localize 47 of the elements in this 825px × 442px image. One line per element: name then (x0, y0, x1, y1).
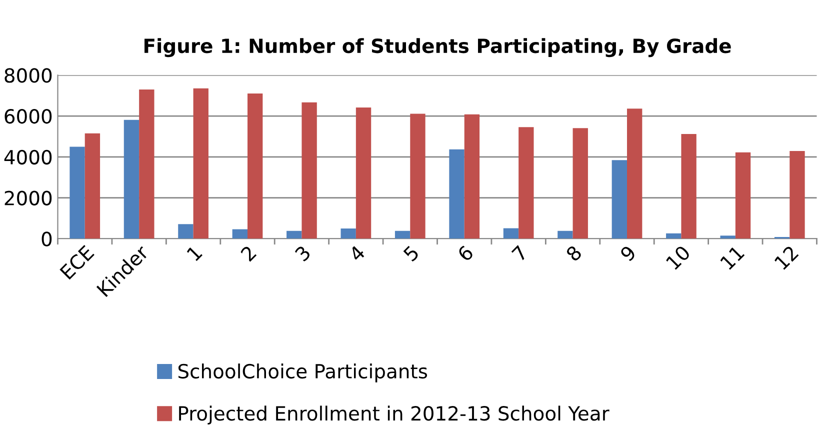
bar (735, 152, 751, 239)
y-tick-label: 4000 (4, 150, 52, 165)
bar (178, 224, 194, 239)
bar (627, 108, 642, 239)
chart-title: Figure 1: Number of Students Participating, By Grade (144, 38, 731, 58)
bar (612, 160, 627, 239)
bar (193, 88, 208, 239)
bar (503, 228, 519, 239)
bar (286, 230, 302, 239)
x-tick-label: 9 (619, 244, 637, 262)
bar (340, 228, 356, 239)
x-tick-label: 12 (774, 245, 799, 270)
bar (518, 127, 534, 239)
bar (666, 233, 682, 239)
bar (449, 149, 464, 239)
x-tick-label: 6 (456, 244, 474, 262)
y-tick-label: 6000 (4, 108, 52, 124)
bar (124, 120, 140, 239)
bar (139, 89, 154, 239)
legend-label: Projected Enrollment in 2012-13 School Year (179, 406, 610, 424)
x-tick-label: 8 (565, 244, 582, 262)
x-tick-label: 4 (348, 244, 366, 262)
x-tick-label: 11 (720, 245, 745, 270)
bar (410, 114, 426, 239)
x-tick-label: 2 (240, 245, 257, 262)
legend-label: SchoolChoice Participants (178, 364, 428, 382)
x-tick-label: 3 (294, 244, 312, 262)
bar (790, 150, 805, 239)
bar (356, 107, 372, 239)
bar (248, 94, 263, 239)
bar (681, 134, 696, 239)
y-tick-label: 2000 (4, 190, 52, 206)
bar (572, 128, 588, 239)
bar (464, 114, 480, 239)
bar (394, 230, 410, 239)
y-tick-label: 8000 (4, 68, 52, 83)
bar (70, 146, 85, 239)
bar (720, 236, 736, 239)
x-tick-label: 7 (511, 245, 528, 262)
bar (84, 133, 100, 239)
y-tick-label: 0 (42, 232, 52, 246)
x-tick-label: 10 (665, 244, 691, 270)
x-tick-label: 1 (186, 245, 202, 262)
bar (558, 230, 573, 239)
bar (302, 102, 317, 239)
bar (232, 229, 248, 239)
x-tick-label: 5 (402, 245, 420, 262)
